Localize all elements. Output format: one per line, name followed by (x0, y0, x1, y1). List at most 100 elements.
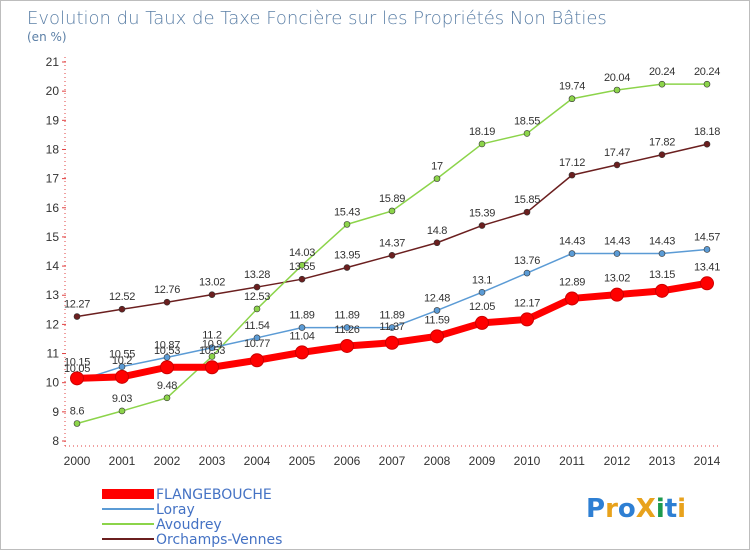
data-point-avoudrey (568, 95, 576, 103)
data-point-orchamps-vennes (478, 222, 486, 229)
x-tick-label: 2011 (559, 454, 585, 468)
legend-label-orchamps-vennes: Orchamps-Vennes (156, 532, 282, 548)
data-label-avoudrey: 9.03 (112, 393, 132, 405)
data-point-avoudrey (703, 80, 711, 88)
y-tick-label: 16 (46, 201, 60, 215)
data-point-avoudrey (118, 407, 126, 415)
x-tick-label: 2001 (109, 454, 136, 468)
data-point-flangebouche (340, 338, 354, 353)
chart-title: Evolution du Taux de Taxe Foncière sur l… (27, 8, 607, 29)
data-point-loray (388, 324, 396, 331)
data-point-orchamps-vennes (118, 305, 126, 313)
x-tick-label: 2012 (604, 454, 631, 468)
data-point-loray (658, 250, 666, 257)
x-tick-label: 2004 (244, 454, 271, 468)
x-tick-label: 2000 (64, 454, 91, 468)
data-label-avoudrey: 18.55 (514, 115, 540, 127)
data-point-flangebouche (700, 276, 714, 291)
data-point-avoudrey (163, 394, 171, 402)
data-point-avoudrey (433, 175, 441, 182)
data-label-avoudrey: 18.19 (469, 126, 495, 138)
data-label-orchamps-vennes: 14.37 (379, 237, 405, 249)
data-point-avoudrey (298, 261, 306, 269)
data-point-orchamps-vennes (703, 140, 711, 148)
y-tick-label: 12 (46, 317, 60, 331)
data-point-orchamps-vennes (208, 291, 216, 298)
data-label-flangebouche: 12.05 (469, 301, 495, 313)
data-label-avoudrey: 20.04 (604, 72, 630, 84)
data-point-loray (523, 269, 531, 277)
data-point-flangebouche (610, 287, 624, 302)
data-label-avoudrey: 9.48 (157, 380, 177, 392)
data-label-orchamps-vennes: 13.02 (199, 277, 225, 289)
data-label-flangebouche: 10.2 (112, 355, 132, 367)
legend-label-flangebouche: FLANGEBOUCHE (156, 487, 272, 503)
data-label-flangebouche: 10.53 (154, 345, 180, 357)
y-tick-label: 15 (46, 230, 60, 244)
data-label-loray: 10.87 (154, 339, 180, 351)
data-label-flangebouche: 13.02 (604, 273, 630, 285)
x-tick-label: 2006 (334, 454, 361, 468)
data-label-flangebouche: 10.77 (244, 338, 270, 350)
data-point-avoudrey (208, 353, 216, 360)
data-point-flangebouche (205, 360, 219, 375)
data-point-flangebouche (385, 335, 399, 350)
x-tick-label: 2009 (469, 454, 496, 468)
data-label-loray: 11.2 (202, 330, 222, 342)
x-tick-label: 2013 (649, 454, 676, 468)
y-tick-label: 11 (47, 347, 60, 361)
data-label-avoudrey: 12.53 (244, 291, 270, 303)
data-point-loray (208, 344, 216, 352)
data-point-flangebouche (475, 315, 489, 330)
data-point-orchamps-vennes (433, 239, 441, 247)
data-point-loray (703, 246, 711, 253)
x-tick-label: 2007 (379, 454, 406, 468)
y-tick-label: 20 (46, 84, 60, 98)
data-point-flangebouche (70, 371, 84, 386)
data-label-orchamps-vennes: 15.39 (469, 208, 495, 220)
data-label-loray: 14.57 (694, 231, 720, 243)
data-point-orchamps-vennes (298, 275, 306, 283)
data-point-loray (343, 324, 351, 331)
data-label-orchamps-vennes: 14.8 (427, 225, 447, 237)
data-label-orchamps-vennes: 18.18 (694, 126, 720, 138)
data-point-loray (118, 363, 126, 370)
data-label-orchamps-vennes: 12.76 (154, 284, 180, 296)
data-label-loray: 13.1 (472, 274, 492, 286)
data-point-flangebouche (565, 291, 579, 306)
x-tick-label: 2002 (154, 454, 181, 468)
data-label-avoudrey: 15.89 (379, 193, 405, 205)
data-point-loray (478, 289, 486, 296)
y-tick-label: 21 (46, 55, 60, 69)
data-label-loray: 11.54 (244, 320, 269, 332)
data-label-loray: 11.89 (379, 310, 404, 322)
y-tick-label: 13 (46, 288, 60, 302)
x-tick-label: 2005 (289, 454, 316, 468)
data-label-flangebouche: 12.89 (559, 276, 585, 288)
data-label-flangebouche: 11.26 (334, 324, 359, 336)
data-label-avoudrey: 15.43 (334, 206, 360, 218)
data-label-orchamps-vennes: 12.52 (109, 291, 135, 303)
data-point-orchamps-vennes (343, 264, 351, 271)
legend-swatch-orchamps-vennes (102, 538, 154, 540)
data-point-loray (253, 334, 261, 342)
data-label-loray: 10.05 (64, 363, 90, 375)
data-point-avoudrey (478, 140, 486, 148)
data-label-orchamps-vennes: 12.27 (64, 299, 90, 311)
data-label-loray: 11.89 (334, 310, 359, 322)
data-point-flangebouche (295, 345, 309, 360)
y-tick-label: 18 (46, 142, 60, 156)
x-tick-label: 2010 (514, 454, 541, 468)
data-point-avoudrey (253, 305, 261, 313)
data-point-avoudrey (658, 80, 666, 88)
y-tick-label: 10 (46, 376, 60, 390)
data-point-flangebouche (115, 369, 129, 384)
data-point-loray (298, 324, 306, 331)
data-label-flangebouche: 10.15 (64, 356, 90, 368)
data-point-orchamps-vennes (253, 283, 261, 291)
data-label-orchamps-vennes: 13.55 (289, 261, 315, 273)
data-label-orchamps-vennes: 13.28 (244, 269, 270, 281)
y-tick-label: 8 (52, 434, 59, 448)
